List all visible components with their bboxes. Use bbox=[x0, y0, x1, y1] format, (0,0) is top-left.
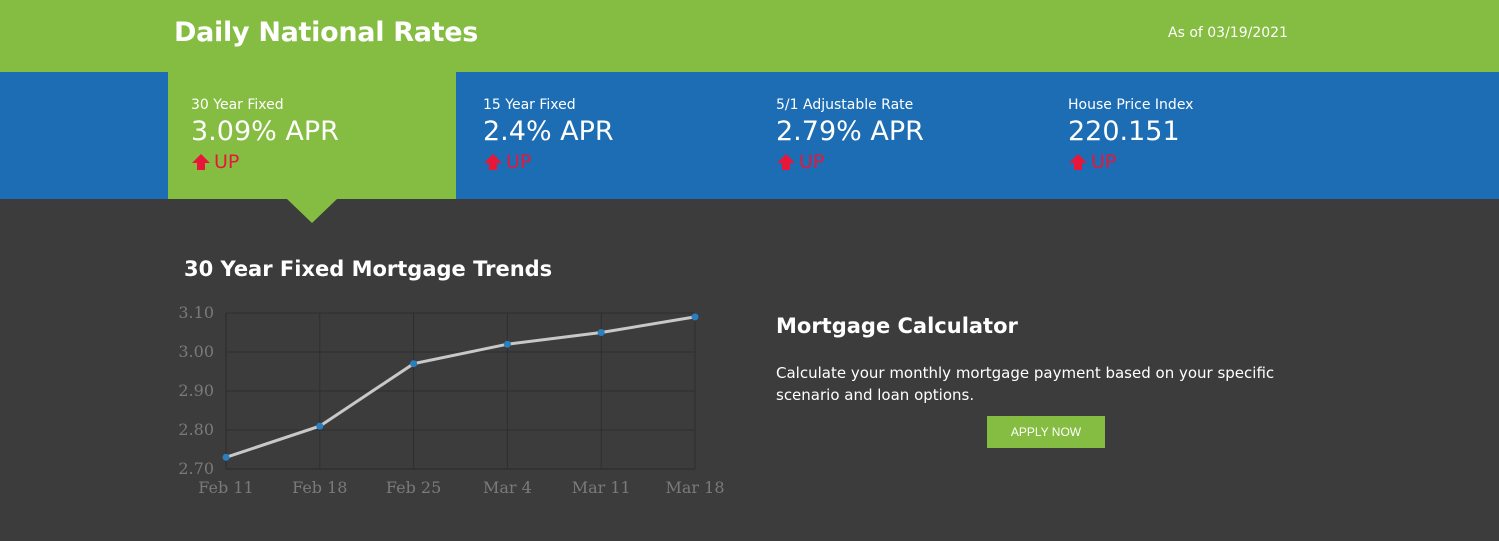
page-title: Daily National Rates bbox=[174, 17, 479, 48]
x-tick-label: Feb 11 bbox=[198, 478, 253, 497]
rate-trend-label: UP bbox=[506, 151, 532, 173]
calculator-description: Calculate your monthly mortgage payment … bbox=[776, 364, 1275, 404]
y-tick-label: 2.90 bbox=[178, 381, 214, 400]
data-point bbox=[222, 453, 230, 461]
rate-card-house-price-index[interactable]: House Price Index 220.151 UP bbox=[1045, 72, 1333, 199]
rate-label: 30 Year Fixed bbox=[191, 97, 284, 113]
rate-label: 15 Year Fixed bbox=[483, 97, 576, 113]
rate-trend: UP bbox=[483, 151, 531, 173]
rate-value: 3.09% APR bbox=[191, 116, 339, 147]
data-point bbox=[503, 340, 511, 348]
arrow-up-icon bbox=[484, 154, 502, 170]
active-card-pointer bbox=[287, 199, 337, 223]
data-point bbox=[410, 360, 418, 368]
x-tick-label: Mar 4 bbox=[483, 478, 532, 497]
rate-card-30-year-fixed[interactable]: 30 Year Fixed 3.09% APR UP bbox=[168, 72, 456, 199]
rate-card-15-year-fixed[interactable]: 15 Year Fixed 2.4% APR UP bbox=[460, 72, 748, 199]
as-of-date: As of 03/19/2021 bbox=[1168, 25, 1288, 41]
y-tick-label: 3.00 bbox=[178, 342, 214, 361]
data-point bbox=[597, 329, 605, 336]
rate-value: 2.4% APR bbox=[483, 116, 614, 147]
apply-now-button[interactable]: APPLY NOW bbox=[987, 416, 1105, 448]
rate-trend-label: UP bbox=[1091, 151, 1117, 173]
data-point bbox=[316, 422, 324, 430]
x-tick-label: Mar 18 bbox=[665, 478, 724, 497]
rate-trend-label: UP bbox=[799, 151, 825, 173]
x-tick-label: Feb 18 bbox=[292, 478, 347, 497]
x-tick-label: Mar 11 bbox=[572, 478, 631, 497]
rate-label: 5/1 Adjustable Rate bbox=[776, 97, 914, 113]
mortgage-trend-chart: 2.70 2.80 2.90 3.00 3.10 Feb 11 Feb 18 Feb 25 Ma… bbox=[178, 303, 724, 497]
x-tick-label: Feb 25 bbox=[386, 478, 441, 497]
rate-trend: UP bbox=[191, 151, 239, 173]
arrow-up-icon bbox=[777, 154, 795, 170]
rates-bar: 30 Year Fixed 3.09% APR UP 15 Year Fixed… bbox=[0, 72, 1499, 199]
series-line bbox=[225, 315, 696, 459]
y-tick-label: 2.70 bbox=[178, 459, 214, 478]
rate-trend: UP bbox=[1068, 151, 1116, 173]
rate-trend-label: UP bbox=[214, 151, 240, 173]
top-header-bar: Daily National Rates As of 03/19/2021 bbox=[0, 0, 1499, 72]
arrow-up-icon bbox=[192, 154, 210, 170]
rate-value: 2.79% APR bbox=[776, 116, 924, 147]
arrow-up-icon bbox=[1069, 154, 1087, 170]
y-tick-label: 3.10 bbox=[178, 303, 214, 322]
data-point bbox=[691, 313, 699, 321]
rate-trend: UP bbox=[776, 151, 824, 173]
rate-label: House Price Index bbox=[1068, 97, 1194, 113]
rate-value: 220.151 bbox=[1068, 116, 1180, 147]
rate-card-5-1-adjustable[interactable]: 5/1 Adjustable Rate 2.79% APR UP bbox=[753, 72, 1041, 199]
chart-title: 30 Year Fixed Mortgage Trends bbox=[184, 257, 553, 281]
calculator-title: Mortgage Calculator bbox=[776, 314, 1018, 338]
y-tick-label: 2.80 bbox=[178, 420, 214, 439]
